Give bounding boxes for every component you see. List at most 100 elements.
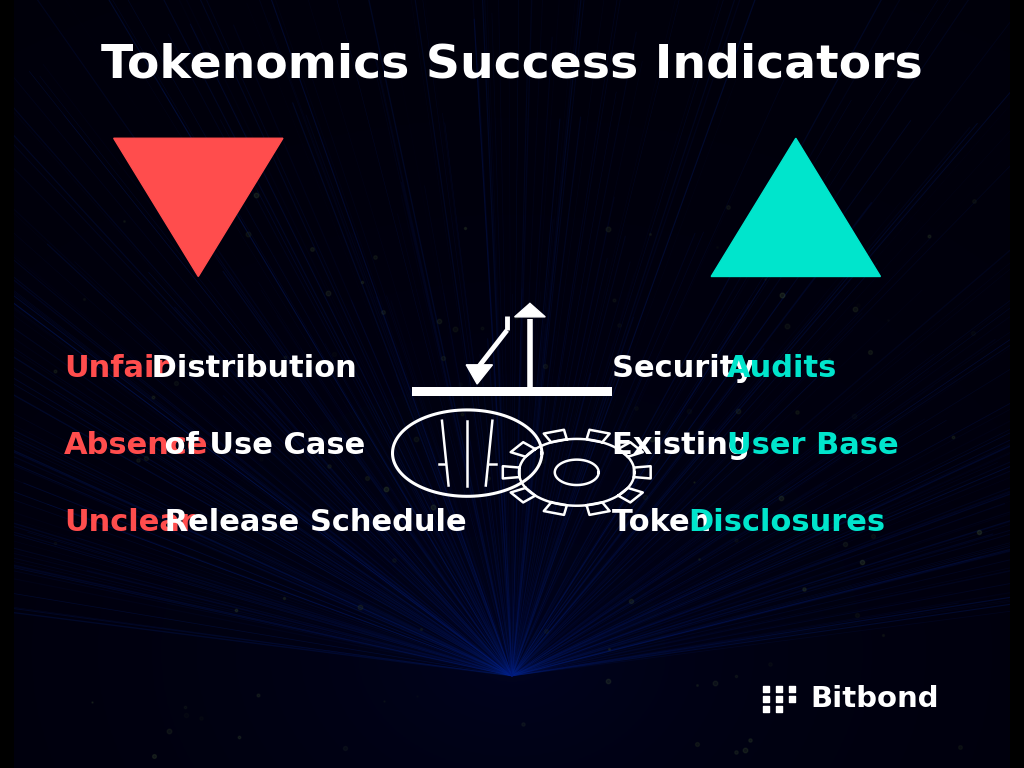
Text: Audits: Audits xyxy=(727,354,838,383)
Point xyxy=(176,701,193,713)
Point xyxy=(778,319,795,332)
Point xyxy=(375,306,391,318)
Point xyxy=(130,454,146,466)
Point xyxy=(84,696,100,708)
Text: Tokenomics Success Indicators: Tokenomics Success Indicators xyxy=(101,43,923,88)
Point xyxy=(849,608,865,621)
Point xyxy=(600,675,616,687)
Point xyxy=(707,677,723,689)
Point xyxy=(322,459,338,472)
Point xyxy=(876,629,892,641)
Point xyxy=(736,744,753,756)
Point xyxy=(728,670,744,683)
Point xyxy=(634,362,650,375)
Point xyxy=(837,538,853,550)
Point xyxy=(623,594,639,607)
Point xyxy=(480,472,497,484)
Point xyxy=(409,690,425,703)
Point xyxy=(435,352,452,364)
Point xyxy=(230,730,247,743)
Point xyxy=(454,408,470,420)
Text: Release Schedule: Release Schedule xyxy=(154,508,466,537)
Point xyxy=(769,512,785,525)
Point xyxy=(319,286,336,299)
Point xyxy=(367,250,383,263)
Point xyxy=(193,712,209,724)
Point xyxy=(945,431,962,443)
Point xyxy=(148,188,165,200)
Polygon shape xyxy=(466,365,493,384)
Point xyxy=(705,425,721,438)
Point xyxy=(951,740,968,753)
Text: of Use Case: of Use Case xyxy=(154,431,365,460)
Point xyxy=(177,709,194,721)
Point xyxy=(606,294,623,306)
Point xyxy=(709,241,725,253)
Point xyxy=(865,530,882,542)
Point xyxy=(601,644,617,656)
Point xyxy=(275,591,292,604)
Point xyxy=(515,717,531,730)
Point xyxy=(358,472,375,484)
Text: Token: Token xyxy=(611,508,722,537)
Point xyxy=(757,273,773,285)
Point xyxy=(846,410,862,422)
Text: Disclosures: Disclosures xyxy=(688,508,886,537)
Point xyxy=(758,703,774,715)
Point xyxy=(46,538,62,550)
Text: Bitbond: Bitbond xyxy=(811,685,939,713)
Point xyxy=(610,319,627,331)
Point xyxy=(762,658,778,670)
Point xyxy=(971,526,987,538)
Point xyxy=(628,402,644,415)
Point xyxy=(720,201,736,214)
Point xyxy=(966,195,982,207)
Point xyxy=(730,405,746,417)
Point xyxy=(425,501,441,513)
Point xyxy=(474,322,490,334)
Point xyxy=(588,385,604,397)
Polygon shape xyxy=(515,303,545,317)
Point xyxy=(413,624,429,636)
Point xyxy=(610,634,627,647)
Point xyxy=(637,492,653,504)
Point xyxy=(854,555,870,568)
Point xyxy=(842,242,858,254)
Point xyxy=(536,455,552,467)
Polygon shape xyxy=(712,138,881,276)
Text: Security: Security xyxy=(611,354,765,383)
Point xyxy=(686,476,702,488)
Point xyxy=(966,327,982,339)
Text: Unclear: Unclear xyxy=(63,508,195,537)
Point xyxy=(538,359,554,372)
Point xyxy=(457,222,473,234)
Point xyxy=(821,353,838,365)
Point xyxy=(690,553,707,565)
Point xyxy=(783,693,800,705)
Point xyxy=(689,679,706,691)
Point xyxy=(781,362,798,375)
Point xyxy=(408,432,424,445)
Point xyxy=(267,529,284,541)
Point xyxy=(354,276,371,288)
Point xyxy=(163,505,179,518)
Point xyxy=(600,223,616,235)
Point xyxy=(116,215,132,227)
Point xyxy=(508,310,524,323)
Point xyxy=(145,750,162,762)
Point xyxy=(145,391,162,403)
Polygon shape xyxy=(114,138,283,276)
Point xyxy=(161,725,177,737)
Point xyxy=(250,689,266,701)
Point xyxy=(742,734,759,746)
Point xyxy=(643,524,659,536)
Text: User Base: User Base xyxy=(727,431,899,460)
FancyBboxPatch shape xyxy=(413,387,611,396)
Point xyxy=(681,405,697,417)
Point xyxy=(727,535,743,547)
Point xyxy=(728,746,744,758)
Point xyxy=(783,683,800,695)
Point xyxy=(850,300,866,312)
Point xyxy=(278,351,294,363)
Point xyxy=(880,313,896,326)
